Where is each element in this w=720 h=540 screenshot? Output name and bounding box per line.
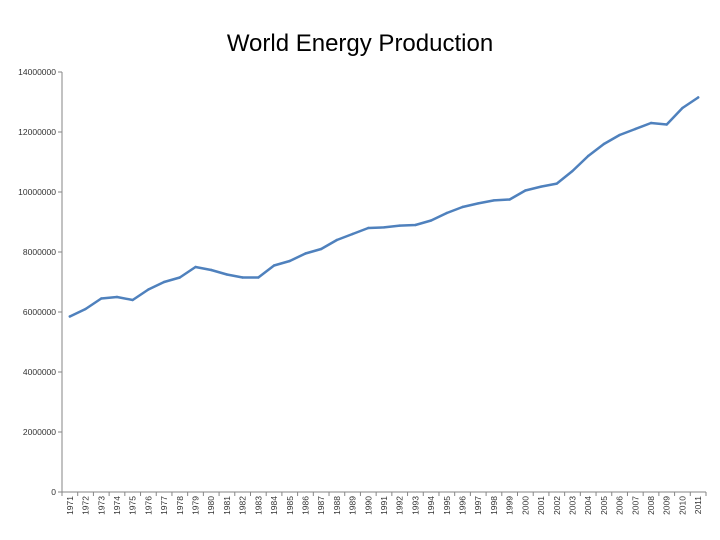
x-tick-label: 1991 [379,496,389,515]
x-tick-label: 1976 [143,496,153,515]
y-tick-label: 10000000 [18,187,56,197]
data-point [492,199,496,202]
x-tick-label: 1973 [96,496,106,515]
x-tick-label: 2005 [599,496,609,515]
y-tick-label: 6000000 [23,307,56,317]
data-point [115,295,119,299]
x-tick-label: 1988 [332,496,342,515]
data-point [241,276,244,279]
data-point [68,315,72,318]
data-point [618,133,621,137]
data-point [398,224,401,227]
x-tick-label: 1989 [348,496,358,515]
x-tick-label: 1997 [473,496,483,515]
data-point [225,273,229,276]
data-point [304,252,307,255]
data-point [445,211,449,215]
x-tick-label: 1971 [65,496,75,515]
y-axis-ticks: 0 2000000 4000000 6000000 8000000 10000000 120… [18,67,62,497]
data-point [84,307,87,311]
x-tick-label: 2000 [520,496,530,515]
data-point [147,288,150,291]
x-tick-label: 2009 [662,496,672,515]
x-tick-label: 1987 [316,496,326,515]
x-tick-label: 2006 [615,496,625,515]
data-point [162,280,166,284]
x-tick-label: 2010 [677,496,687,515]
series-line [68,96,700,318]
y-tick-label: 14000000 [18,67,56,77]
x-tick-label: 1981 [222,496,232,515]
data-point [272,264,276,267]
x-tick-label: 1990 [363,496,373,515]
data-point [429,219,433,222]
x-tick-label: 1982 [238,496,248,515]
data-point [696,96,700,99]
data-point [288,259,291,263]
x-tick-label: 1992 [395,496,405,515]
data-point [634,127,637,131]
data-point [602,142,606,146]
x-tick-label: 2001 [536,496,546,515]
y-tick-label: 12000000 [18,127,56,137]
data-point [131,298,134,302]
x-tick-label: 1980 [206,496,216,515]
x-tick-label: 1994 [426,496,436,515]
data-point [586,154,590,158]
x-tick-label: 1984 [269,496,279,515]
x-tick-label: 2007 [630,496,640,515]
data-point [257,276,260,279]
x-tick-label: 2008 [646,496,656,515]
data-point [335,238,339,242]
x-tick-label: 1998 [489,496,499,515]
x-tick-label: 1977 [159,496,169,515]
data-point [508,198,511,201]
y-tick-label: 8000000 [23,247,56,257]
x-tick-label: 1975 [128,496,138,515]
x-tick-label: 1979 [191,496,201,515]
x-tick-label: 1983 [253,496,263,515]
x-tick-label: 2003 [567,496,577,515]
x-tick-label: 1993 [410,496,420,515]
data-point [100,297,103,300]
y-tick-label: 4000000 [23,367,56,377]
x-tick-label: 2002 [552,496,562,515]
data-point [539,185,543,188]
x-tick-label: 1985 [285,496,295,515]
data-point [649,121,653,125]
data-point [194,265,197,269]
data-point [461,205,464,209]
y-tick-label: 0 [51,487,56,497]
data-point [681,106,684,110]
x-tick-label: 1972 [81,496,91,515]
data-point [178,276,182,279]
data-point [524,189,527,192]
data-point [477,202,480,205]
x-tick-label: 1986 [300,496,310,515]
y-tick-label: 2000000 [23,427,56,437]
x-tick-label: 2011 [693,496,703,515]
data-point [414,223,417,227]
data-point [555,182,558,185]
x-tick-label: 1999 [505,496,515,515]
x-axis-ticks: 1971 1972 1973 1974 1975 1976 1977 1978 1979 1980… [61,492,707,515]
x-tick-label: 1995 [442,496,452,515]
x-tick-label: 1996 [458,496,468,515]
x-tick-label: 1978 [175,496,185,515]
data-point [351,232,354,236]
x-tick-label: 1974 [112,496,122,515]
data-point [210,268,213,272]
data-point [382,226,386,229]
data-point [319,247,323,251]
data-point [571,169,574,173]
series-layer [68,96,700,318]
x-tick-label: 2004 [583,496,593,515]
data-point [665,123,668,126]
data-point [367,226,370,230]
chart-title: World Energy Production [226,30,494,57]
chart-axes [61,72,706,493]
